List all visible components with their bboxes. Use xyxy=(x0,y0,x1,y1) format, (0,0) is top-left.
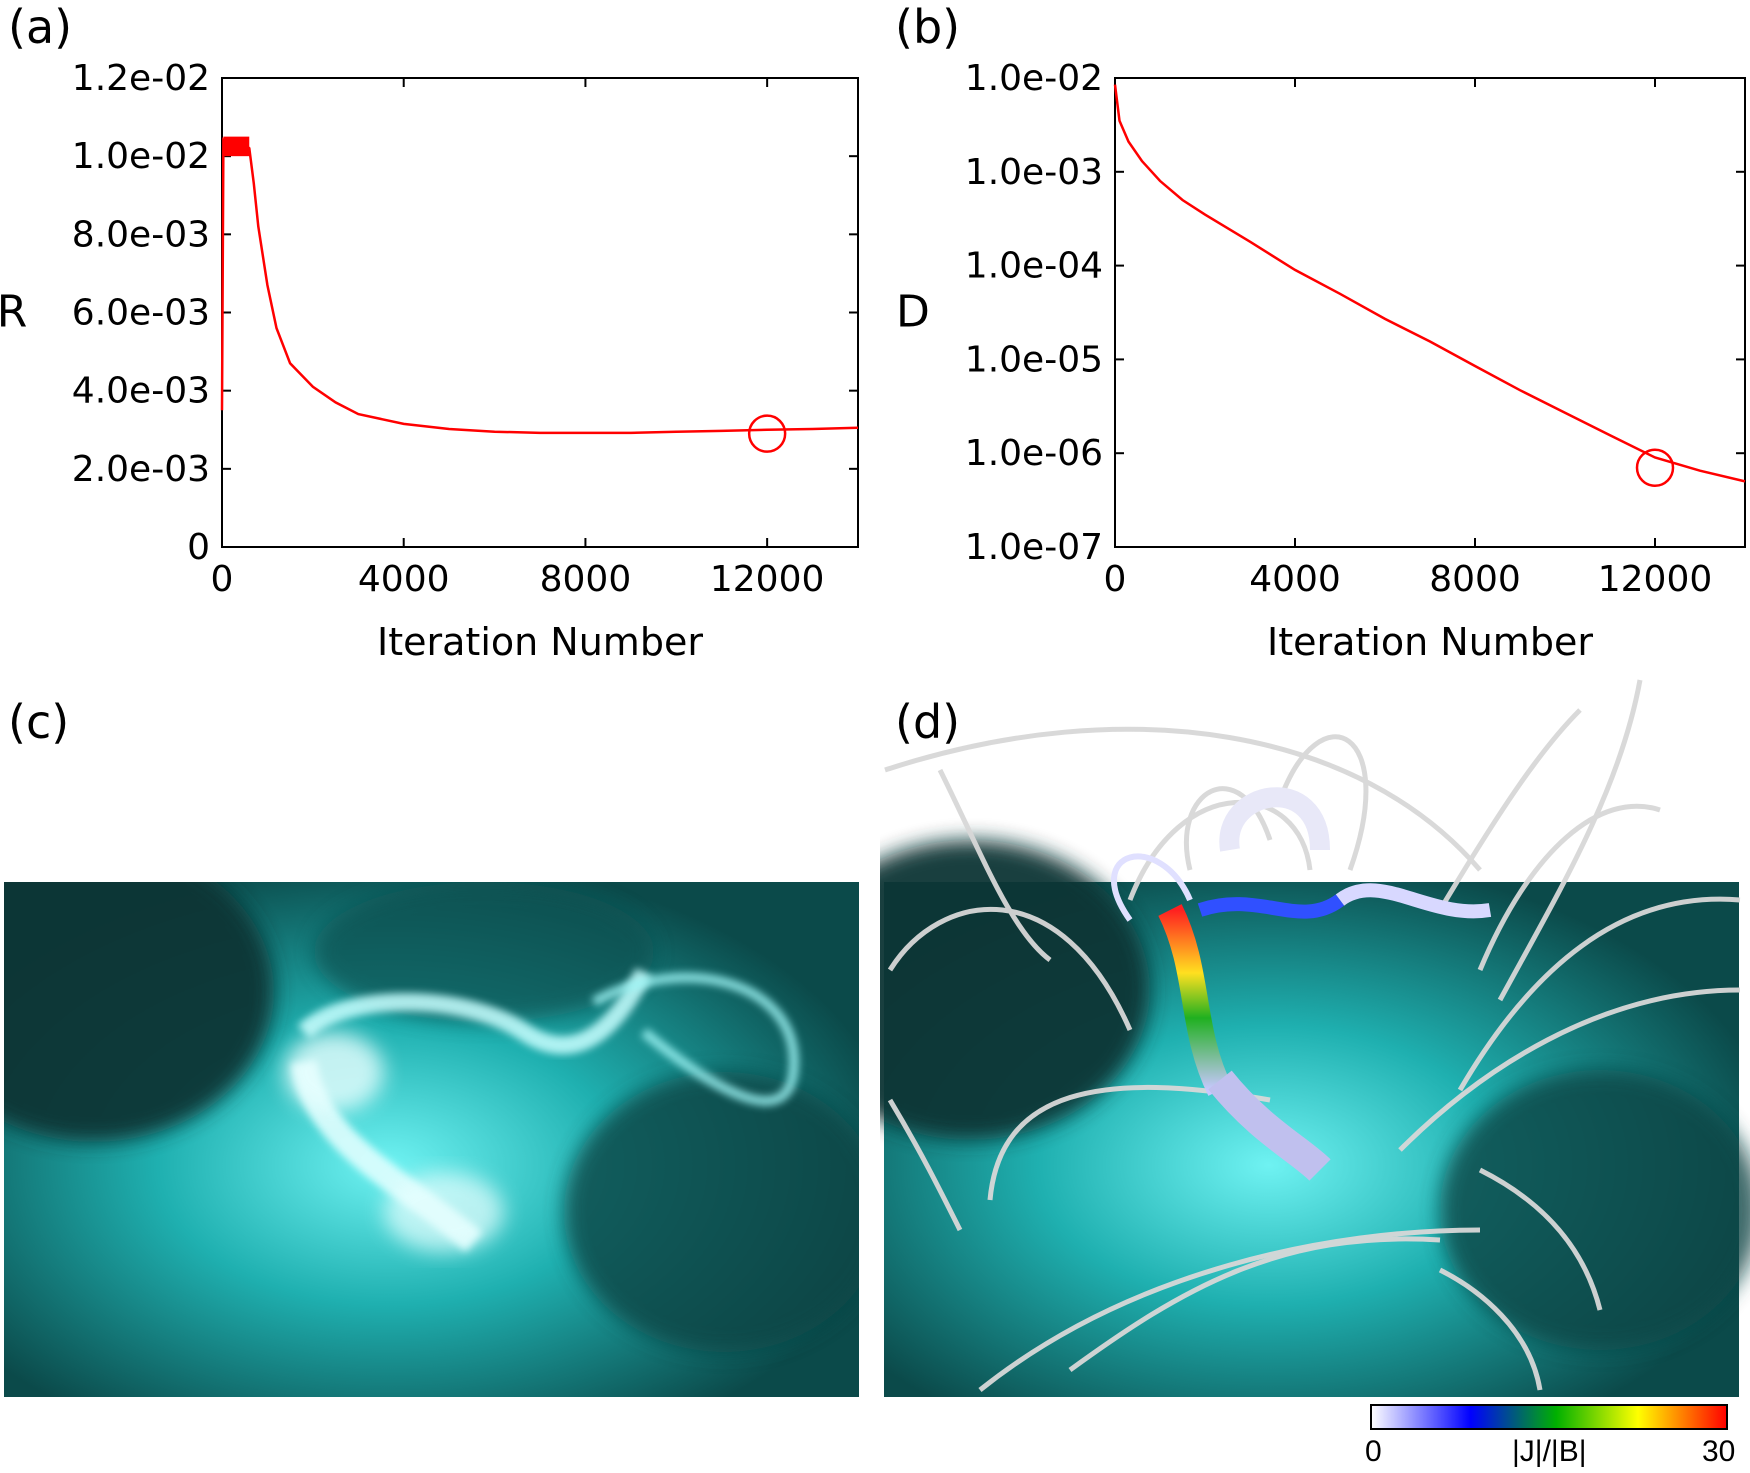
x-axis-label: Iteration Number xyxy=(1267,620,1593,664)
euv-image-c xyxy=(4,882,859,1397)
y-tick-label: 2.0e-03 xyxy=(72,449,210,490)
x-tick-label: 4000 xyxy=(358,559,450,600)
x-tick-label: 12000 xyxy=(1598,559,1713,600)
chart-a-residual: 0 4000 8000 12000 0 2.0e-03 4.0e-03 6.0e-03 8.0e… xyxy=(0,58,859,664)
y-tick-label: 1.0e-03 xyxy=(965,152,1103,193)
field-lines-panel-d xyxy=(880,670,1750,1397)
y-tick-label: 1.0e-06 xyxy=(965,433,1103,474)
y-tick-label: 4.0e-03 xyxy=(72,371,210,412)
panel-label-d: (d) xyxy=(895,695,961,749)
panel-label-a: (a) xyxy=(8,0,73,54)
panel-label-b: (b) xyxy=(895,0,961,54)
chart-b-divergence: 0 4000 8000 12000 1.0e-07 1.0e-06 1.0e-05 1.0e-… xyxy=(896,58,1746,664)
plot-frame xyxy=(221,77,859,548)
colorbar-max-label: 30 xyxy=(1702,1435,1736,1468)
y-tick-label: 1.0e-04 xyxy=(965,246,1103,287)
x-tick-label: 12000 xyxy=(710,559,825,600)
y-tick-label: 8.0e-03 xyxy=(72,214,210,255)
plot-frame xyxy=(1114,77,1746,548)
y-axis-label: D xyxy=(896,287,930,338)
x-tick-label: 4000 xyxy=(1249,559,1341,600)
highlight-circle-marker xyxy=(1635,448,1675,487)
y-tick-label: 1.2e-02 xyxy=(72,58,210,99)
y-axis-label: R xyxy=(0,287,27,338)
panel-label-c: (c) xyxy=(8,695,70,749)
colorbar-min-label: 0 xyxy=(1365,1435,1382,1468)
x-tick-label: 0 xyxy=(1104,559,1127,600)
y-tick-label: 1.0e-07 xyxy=(965,527,1103,568)
colorbar xyxy=(1370,1404,1728,1430)
x-tick-label: 8000 xyxy=(1429,559,1521,600)
euv-image-panel-c xyxy=(4,882,859,1397)
x-tick-label: 0 xyxy=(211,559,234,600)
x-axis-label: Iteration Number xyxy=(377,620,703,664)
y-tick-label: 0 xyxy=(187,527,210,568)
x-tick-label: 8000 xyxy=(540,559,632,600)
noisy-plateau-band xyxy=(223,136,250,157)
colorbar-gradient xyxy=(1370,1404,1728,1430)
field-line-render-d xyxy=(880,679,1750,1397)
y-tick-label: 6.0e-03 xyxy=(72,293,210,334)
y-tick-label: 1.0e-02 xyxy=(965,58,1103,99)
y-tick-label: 1.0e-05 xyxy=(965,339,1103,380)
colorbar-title-label: |J|/|B| xyxy=(1512,1435,1587,1468)
series-line-D xyxy=(1113,84,1746,483)
highlight-circle-marker xyxy=(747,414,787,453)
series-line-R xyxy=(220,136,859,435)
y-tick-label: 1.0e-02 xyxy=(72,136,210,177)
